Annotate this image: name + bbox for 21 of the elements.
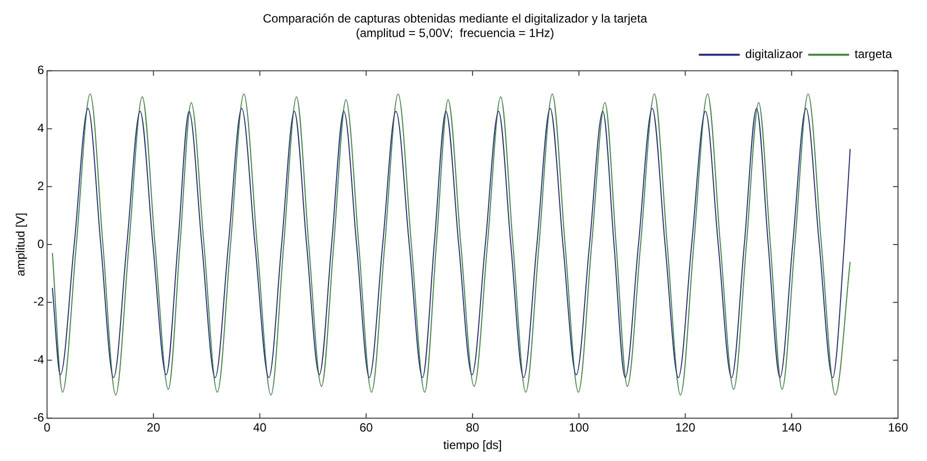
chart-title: Comparación de capturas obtenidas mediante el digitalizador y la tarjeta — [262, 12, 648, 26]
x-tick-label: 120 — [675, 420, 696, 435]
legend-label: digitalizaor — [745, 47, 803, 62]
y-tick-label: 2 — [37, 178, 44, 193]
x-tick-label: 60 — [359, 420, 374, 435]
x-tick-label: 20 — [146, 420, 160, 435]
y-tick-label: -6 — [33, 410, 44, 425]
chart-subtitle: (amplitud = 5,00V; frecuencia = 1Hz) — [356, 26, 554, 40]
y-axis-title: amplitud [V] — [14, 212, 28, 276]
x-tick-label: 80 — [466, 420, 480, 435]
x-tick-label: 100 — [568, 420, 590, 435]
x-tick-label: 140 — [782, 420, 802, 435]
x-axis-title: tiempo [ds] — [443, 438, 502, 452]
y-tick-label: -4 — [33, 352, 44, 367]
x-tick-label: 40 — [253, 420, 267, 435]
y-tick-label: 6 — [37, 63, 44, 78]
legend-label: targeta — [854, 47, 892, 62]
y-tick-label: -2 — [33, 294, 44, 309]
y-tick-label: 0 — [37, 236, 44, 251]
y-tick-label: 4 — [37, 121, 44, 136]
x-tick-label: 160 — [888, 420, 908, 435]
